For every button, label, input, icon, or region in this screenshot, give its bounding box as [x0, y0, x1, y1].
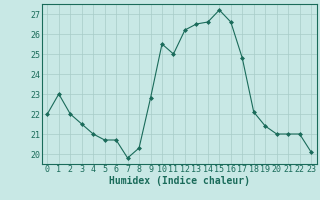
X-axis label: Humidex (Indice chaleur): Humidex (Indice chaleur)	[109, 176, 250, 186]
